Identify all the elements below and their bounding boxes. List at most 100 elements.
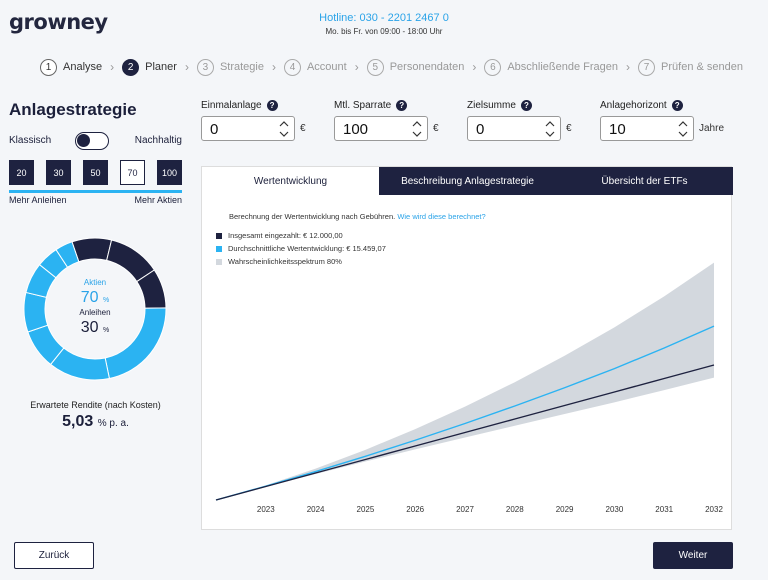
chart-legend: Insgesamt eingezahlt: € 12.000,00 Durchs… — [216, 229, 386, 268]
currency-suffix: € — [566, 123, 572, 134]
number-spinner[interactable] — [278, 119, 290, 139]
chevron-right-icon: › — [472, 60, 477, 74]
calculation-info-link[interactable]: Wie wird diese berechnet? — [397, 212, 486, 221]
stocks-label: Aktien — [83, 278, 107, 287]
allocation-option-20[interactable]: 20 — [9, 160, 34, 185]
zielsumme-input[interactable]: 0 — [467, 116, 561, 141]
x-tick-label: 2029 — [556, 505, 574, 514]
stocks-value: 70 % — [80, 289, 110, 306]
toggle-label-sustainable: Nachhaltig — [134, 135, 182, 146]
calculation-note: Berechnung der Wertentwicklung nach Gebü… — [229, 212, 486, 221]
back-button[interactable]: Zurück — [14, 542, 94, 569]
step-number: 4 — [283, 58, 301, 76]
strategy-type-toggle-row: Klassisch Nachhaltig — [9, 132, 182, 152]
x-tick-label: 2028 — [506, 505, 524, 514]
donut-svg — [23, 237, 167, 381]
step-2[interactable]: 2 Planer › — [122, 58, 197, 76]
number-spinner[interactable] — [544, 119, 556, 139]
bonds-label: Anleihen — [79, 308, 111, 317]
panel-tabs: Wertentwicklung Beschreibung Anlagestrat… — [202, 167, 733, 195]
step-label: Analyse — [63, 61, 103, 73]
stock-segment — [55, 241, 80, 268]
help-icon[interactable]: ? — [396, 100, 408, 111]
chevron-right-icon: › — [626, 60, 631, 74]
step-6[interactable]: 6 Abschließende Fragen › — [484, 58, 638, 76]
step-number: 2 — [122, 58, 140, 76]
x-tick-label: 2024 — [307, 505, 325, 514]
strategy-title: Anlagestrategie — [9, 100, 137, 119]
step-label: Planer — [145, 61, 177, 73]
allocation-option-30[interactable]: 30 — [46, 160, 71, 185]
step-label: Abschließende Fragen — [507, 61, 619, 73]
zielsumme-label: Zielsumme? — [467, 100, 532, 111]
help-icon[interactable]: ? — [520, 100, 532, 111]
legend-item-average: Durchschnittliche Wertentwicklung: € 15.… — [216, 242, 386, 255]
help-icon[interactable]: ? — [266, 100, 278, 111]
step-number: 3 — [196, 58, 214, 76]
allocation-donut-chart: Aktien 70 % Anleihen 30 % — [22, 236, 168, 382]
legend-swatch — [216, 245, 222, 252]
hotline-link[interactable]: Hotline: 030 - 2201 2467 0 — [319, 12, 449, 24]
horizont-input[interactable]: 10 — [600, 116, 694, 141]
number-spinner[interactable] — [411, 119, 423, 139]
allocation-option-50[interactable]: 50 — [83, 160, 108, 185]
step-7[interactable]: 7 Prüfen & senden — [638, 58, 743, 76]
einmalanlage-field: Einmalanlage? 0 € — [201, 100, 306, 141]
allocation-option-100[interactable]: 100 — [157, 160, 182, 185]
average-growth-line — [215, 325, 715, 501]
horizont-label: Anlagehorizont? — [600, 100, 683, 111]
x-tick-label: 2030 — [606, 505, 624, 514]
sparrate-input[interactable]: 100 — [334, 116, 428, 141]
currency-suffix: € — [300, 123, 306, 134]
expected-return-label: Erwartete Rendite (nach Kosten) — [30, 400, 161, 410]
step-number: 1 — [40, 58, 57, 76]
chevron-right-icon: › — [184, 60, 189, 74]
x-tick-label: 2032 — [705, 505, 723, 514]
step-label: Strategie — [219, 61, 264, 73]
allocation-selector: 20 30 50 70 100 — [9, 160, 182, 186]
legend-item-range: Wahrscheinlichkeitsspektrum 80% — [216, 255, 386, 268]
help-icon[interactable]: ? — [671, 100, 683, 111]
x-tick-label: 2025 — [357, 505, 375, 514]
step-1[interactable]: 1 Analyse › — [40, 58, 122, 76]
x-tick-label: 2031 — [655, 505, 673, 514]
step-label: Prüfen & senden — [661, 61, 743, 73]
sparrate-field: Mtl. Sparrate? 100 € — [334, 100, 439, 141]
step-number: 7 — [638, 58, 656, 76]
toggle-label-classic: Klassisch — [9, 135, 52, 146]
tab-etfs[interactable]: Übersicht der ETFs — [556, 167, 733, 195]
zielsumme-field: Zielsumme? 0 € — [467, 100, 572, 141]
horizont-field: Anlagehorizont? 10 Jahre — [600, 100, 724, 141]
step-number: 6 — [484, 58, 502, 76]
x-tick-label: 2027 — [456, 505, 474, 514]
projection-panel: Wertentwicklung Beschreibung Anlagestrat… — [201, 166, 733, 530]
expected-return-value: 5,03 % p. a. — [62, 413, 129, 430]
chevron-right-icon: › — [110, 60, 115, 74]
projection-chart: 2023 2024 2025 2026 2027 2028 2029 2030 2031 2032 — [215, 262, 723, 514]
legend-swatch — [216, 232, 222, 239]
sustainable-toggle[interactable] — [75, 132, 109, 150]
progress-stepper: 1 Analyse › 2 Planer › 3 Strategie › 4 Account › 5 Pe… — [40, 58, 743, 76]
paid-in-line — [215, 364, 715, 501]
tab-beschreibung[interactable]: Beschreibung Anlagestrategie — [379, 167, 556, 195]
step-5[interactable]: 5 Personendaten › — [366, 58, 485, 76]
tab-wertentwicklung[interactable]: Wertentwicklung — [202, 167, 379, 195]
more-stocks-label: Mehr Aktien — [134, 195, 182, 205]
step-number: 5 — [366, 58, 384, 76]
bonds-value: 30 % — [80, 319, 110, 336]
einmalanlage-input[interactable]: 0 — [201, 116, 295, 141]
allocation-option-70[interactable]: 70 — [120, 160, 145, 185]
x-tick-label: 2023 — [257, 505, 275, 514]
step-3[interactable]: 3 Strategie › — [196, 58, 284, 76]
currency-suffix: € — [433, 123, 439, 134]
allocation-slider-track[interactable] — [9, 190, 182, 193]
probability-range-area — [216, 262, 714, 500]
step-4[interactable]: 4 Account › — [283, 58, 367, 76]
number-spinner[interactable] — [677, 119, 689, 139]
next-button[interactable]: Weiter — [653, 542, 733, 569]
einmalanlage-label: Einmalanlage? — [201, 100, 278, 111]
sparrate-label: Mtl. Sparrate? — [334, 100, 408, 111]
chevron-right-icon: › — [354, 60, 359, 74]
brand-logo[interactable]: growney — [9, 10, 108, 34]
years-suffix: Jahre — [699, 123, 725, 134]
